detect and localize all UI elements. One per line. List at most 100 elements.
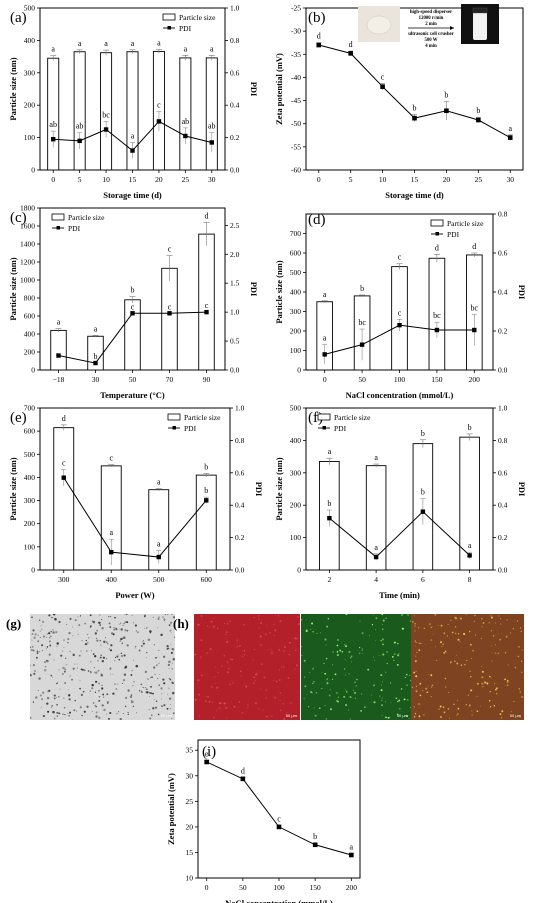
zeta-significance-label: d — [317, 32, 321, 41]
droplet — [99, 639, 102, 642]
zeta-significance-label: b — [476, 106, 480, 115]
droplet — [243, 654, 246, 656]
droplet — [288, 641, 291, 644]
droplet — [40, 706, 42, 708]
y-axis-title: Particle size (nm) — [274, 260, 284, 323]
droplet — [68, 698, 71, 701]
y-tick-label: 200 — [24, 348, 36, 357]
droplet — [318, 707, 321, 710]
bar — [179, 57, 192, 171]
pdi-significance-label: c — [157, 101, 161, 110]
droplet — [484, 681, 487, 684]
droplet — [345, 690, 348, 693]
y-tick-label: -25 — [291, 4, 301, 13]
droplet — [47, 710, 50, 713]
droplet — [31, 616, 33, 618]
droplet — [415, 675, 418, 678]
droplet — [200, 614, 203, 618]
droplet — [53, 659, 55, 661]
droplet — [491, 645, 493, 647]
droplet — [83, 669, 86, 672]
droplet — [253, 676, 256, 679]
droplet — [325, 657, 328, 660]
droplet — [166, 645, 169, 648]
pdi-significance-label: c — [131, 302, 135, 311]
droplet — [498, 615, 500, 617]
droplet — [467, 694, 470, 696]
clsm-image-green: 50 μm — [301, 614, 411, 720]
droplet — [471, 710, 473, 712]
droplet — [361, 648, 363, 650]
x-tick-label: 0 — [205, 883, 209, 892]
droplet — [265, 689, 268, 692]
droplet — [30, 664, 31, 667]
droplet — [371, 694, 372, 696]
droplet — [151, 714, 153, 716]
droplet — [34, 670, 36, 672]
droplet — [278, 679, 281, 681]
pdi-point — [359, 342, 365, 347]
droplet — [51, 704, 53, 707]
droplet — [215, 710, 217, 712]
droplet — [46, 702, 49, 705]
y2-tick-label: 0.5 — [230, 337, 240, 346]
droplet — [151, 676, 153, 679]
droplet — [494, 652, 497, 654]
droplet — [393, 659, 395, 662]
droplet — [296, 615, 300, 618]
droplet — [163, 704, 166, 707]
droplet — [218, 707, 221, 710]
droplet — [150, 692, 153, 695]
pdi-point — [420, 509, 426, 514]
droplet — [120, 637, 123, 640]
zeta-significance-label: a — [350, 842, 354, 851]
panel-label: (c) — [10, 210, 27, 226]
y2-tick-label: 0.6 — [230, 68, 240, 77]
droplet — [257, 707, 260, 710]
droplet — [283, 718, 286, 720]
droplet — [172, 658, 175, 661]
droplet — [144, 686, 146, 688]
pdi-significance-label: a — [131, 131, 135, 140]
droplet — [114, 656, 117, 659]
droplet — [30, 674, 32, 677]
droplet — [471, 714, 473, 716]
droplet — [423, 627, 426, 630]
y-tick-label: 700 — [290, 229, 302, 238]
y-tick-label: 10 — [186, 874, 194, 883]
droplet — [170, 643, 172, 645]
droplet — [44, 665, 47, 668]
droplet — [439, 715, 442, 719]
droplet — [381, 697, 383, 699]
y-tick-label: 0 — [31, 366, 35, 375]
droplet — [448, 692, 450, 693]
y2-tick-label: 0.0 — [230, 366, 240, 375]
droplet — [94, 632, 97, 635]
droplet — [106, 693, 109, 696]
droplet — [319, 632, 322, 634]
droplet — [95, 705, 98, 708]
droplet — [414, 660, 417, 663]
droplet — [347, 709, 349, 711]
droplet — [378, 655, 380, 656]
droplet — [480, 638, 482, 639]
inset-text: 500 W — [424, 38, 437, 43]
droplet — [509, 632, 512, 634]
x-tick-label: 70 — [166, 375, 174, 384]
droplet — [363, 706, 366, 709]
droplet — [123, 673, 127, 676]
pdi-line — [329, 510, 470, 558]
zeta-significance-label: b — [444, 90, 448, 99]
y-tick-label: 300 — [24, 68, 36, 77]
droplet — [400, 688, 403, 690]
droplet — [144, 627, 146, 630]
droplet — [349, 657, 352, 659]
droplet — [469, 670, 471, 672]
droplet — [279, 620, 282, 623]
droplet — [245, 640, 246, 642]
droplet — [341, 650, 344, 653]
droplet — [490, 616, 493, 619]
droplet — [418, 642, 420, 644]
droplet — [398, 699, 401, 702]
droplet — [132, 705, 135, 708]
